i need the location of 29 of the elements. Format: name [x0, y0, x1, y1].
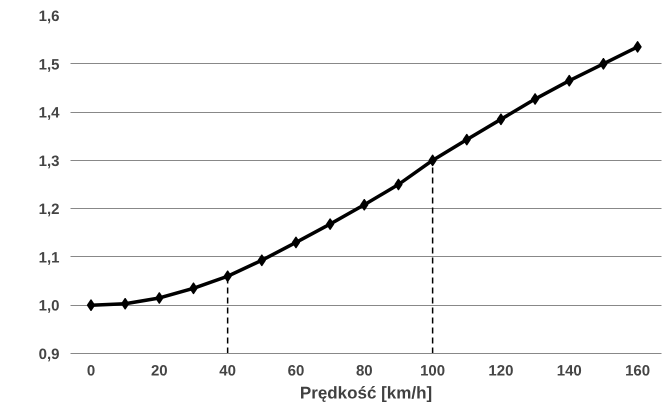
x-tick-label: 40 — [219, 362, 236, 380]
x-tick-label: 100 — [420, 362, 446, 380]
point — [292, 236, 300, 248]
point — [189, 282, 198, 294]
y-tick-label: 1,0 — [38, 298, 60, 315]
point — [326, 218, 334, 230]
x-tick-label: 160 — [625, 362, 650, 380]
y-tick-label: 1,4 — [38, 104, 60, 122]
y-tick-label: 1,1 — [38, 249, 60, 266]
y-tick-label: 1,2 — [38, 201, 60, 218]
y-tick-label: 0,9 — [38, 346, 60, 363]
x-tick-label: 120 — [488, 362, 514, 380]
point — [428, 154, 437, 166]
y-tick-label: 1,6 — [38, 8, 60, 25]
y-tick-label: 1,5 — [38, 56, 60, 74]
x-axis-title: Prędkość [km/h] — [300, 384, 432, 402]
point — [496, 113, 506, 126]
point — [86, 299, 96, 312]
x-tick-label: 80 — [356, 362, 373, 380]
x-tick-label: 140 — [556, 362, 582, 380]
y-tick-label: 1,3 — [38, 152, 60, 170]
point — [633, 40, 642, 53]
point — [394, 178, 403, 190]
x-tick-label: 20 — [150, 362, 168, 380]
point — [599, 58, 608, 70]
x-tick-label: 60 — [288, 362, 304, 380]
point — [120, 298, 130, 310]
point — [530, 93, 540, 106]
x-tick-label: 0 — [86, 362, 96, 380]
